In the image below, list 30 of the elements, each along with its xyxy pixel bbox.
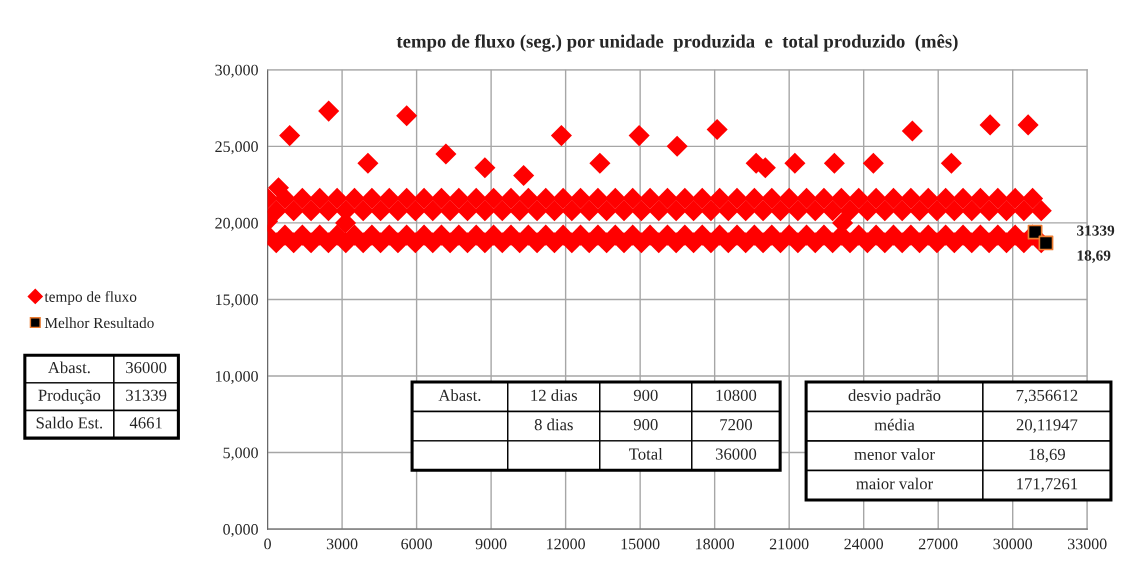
y-tick-label: 15,000 [216, 294, 258, 308]
x-tick-label: 27000 [918, 538, 958, 550]
x-tick-label: 30000 [993, 538, 1033, 550]
y-tick-label: 20,000 [215, 217, 258, 231]
chart-title: tempo de fluxo (seg.) por unidade produzida e total produzido (mês) [396, 34, 958, 52]
x-tick-label: 33000 [1068, 538, 1107, 550]
annotation: 18,69 [1077, 250, 1111, 263]
legend-label: Melhor Resultado [44, 317, 154, 329]
x-tick-label: 9000 [475, 538, 507, 550]
x-tick-label: 24000 [844, 538, 884, 550]
y-tick-label: 30,000 [215, 64, 258, 78]
x-tick-label: 6000 [401, 538, 432, 550]
text: Saldo Est. [36, 416, 103, 429]
y-tick-label: 5,000 [223, 447, 258, 461]
y-tick-label: 10,000 [216, 370, 258, 384]
x-tick-label: 0 [264, 538, 271, 550]
legend-label: tempo de fluxo [44, 290, 137, 305]
x-tick-label: 12000 [547, 538, 585, 550]
annotation: 31339 [1077, 225, 1115, 236]
y-tick-label: 25,000 [215, 141, 258, 155]
text: 36000 [126, 361, 167, 374]
x-tick-label: 21000 [769, 538, 809, 550]
text: Abast. [48, 361, 90, 374]
y-tick-label: 0,000 [223, 524, 258, 538]
x-tick-label: 18000 [696, 538, 735, 550]
text: 4661 [129, 417, 162, 429]
x-tick-label: 15000 [621, 538, 660, 550]
text: 31339 [126, 389, 167, 401]
text: Produção [38, 389, 101, 405]
x-tick-label: 3000 [326, 538, 358, 550]
